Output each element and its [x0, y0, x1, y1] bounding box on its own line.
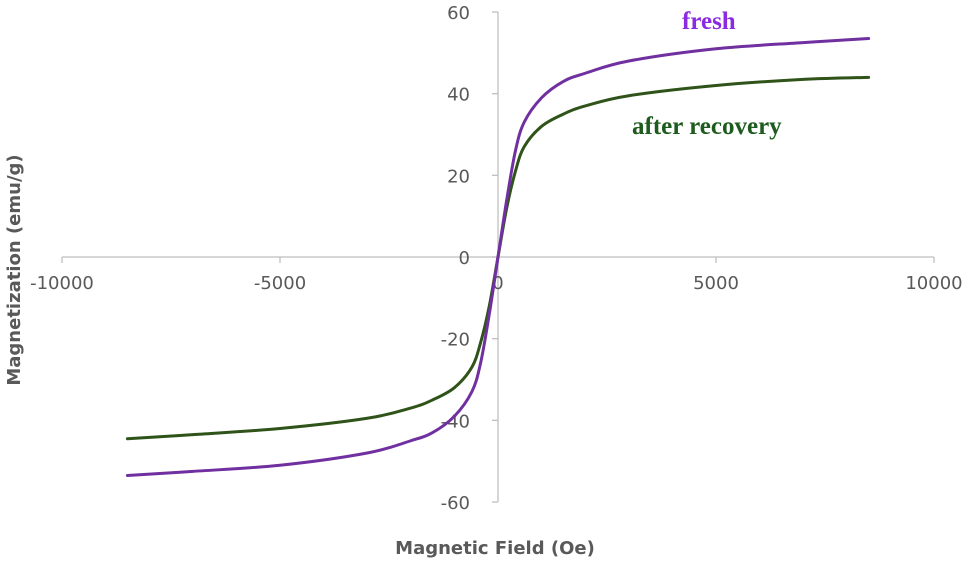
series-line-fresh: [125, 37, 871, 477]
x-tick-label: 0: [492, 273, 503, 294]
x-tick-label: -5000: [254, 273, 306, 294]
y-tick-labels: -60 -40 -20 0 20 40 60: [441, 3, 470, 514]
y-tick-label: -40: [441, 411, 470, 432]
y-tick-label: 0: [459, 248, 470, 269]
y-tick-label: -60: [441, 493, 470, 514]
y-tick-label: -20: [441, 330, 470, 351]
x-tick-label: -10000: [30, 273, 94, 294]
series-label-after-recovery: after recovery: [632, 113, 782, 140]
y-tick-label: 40: [447, 85, 470, 106]
x-axis-title: Magnetic Field (Oe): [395, 538, 595, 559]
x-tick-label: 5000: [693, 273, 739, 294]
x-tick-labels: -10000 -5000 0 5000 10000: [30, 273, 963, 294]
series-label-fresh: fresh: [682, 8, 736, 35]
series-lines: [125, 37, 871, 477]
y-tick-label: 60: [447, 3, 470, 24]
y-tick-label: 20: [447, 166, 470, 187]
x-tick-label: 10000: [905, 273, 962, 294]
y-axis-title: Magnetization (emu/g): [4, 154, 25, 385]
